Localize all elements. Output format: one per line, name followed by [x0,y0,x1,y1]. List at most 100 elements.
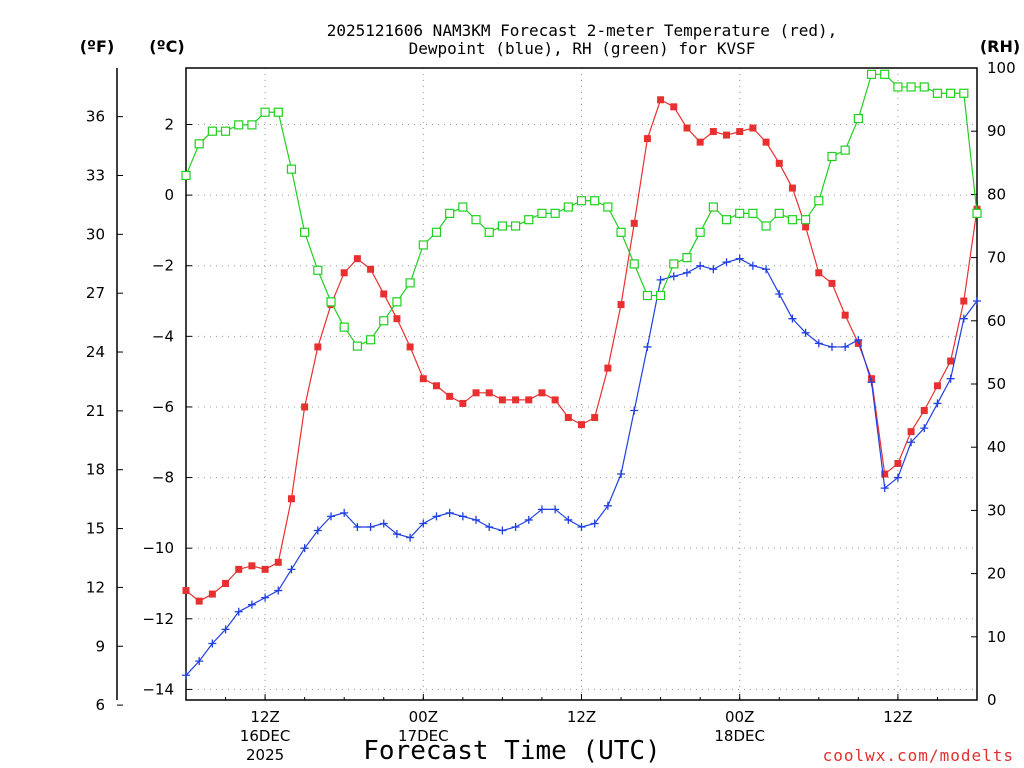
chart-title-line1: 2025121606 NAM3KM Forecast 2-meter Tempe… [327,21,838,40]
rh-point [207,126,217,136]
rh-point [458,202,468,212]
rh-point [300,227,310,237]
rh-point [735,208,745,218]
temperature-point [775,159,783,167]
dewpoint-point [472,515,481,524]
temperature-point [353,255,361,263]
temperature-point [788,184,796,192]
celsius-tick-label: 0 [164,186,174,204]
x-tick-date: 18DEC [714,727,765,745]
dewpoint-point [537,505,546,514]
rh-tick-label: 50 [987,375,1006,393]
temperature-point [643,135,651,143]
fahrenheit-tick-label: 33 [86,166,105,184]
rh-point [524,215,534,225]
rh-point [405,278,415,288]
rh-point [853,113,863,124]
rh-point [946,88,956,98]
fahrenheit-unit-label: (ºF) [80,37,115,56]
rh-point [629,259,639,269]
celsius-tick-label: −4 [152,327,174,345]
x-tick-label: 00Z [725,708,754,726]
celsius-tick-label: −14 [142,680,174,698]
rh-point [616,227,626,237]
fahrenheit-tick-label: 21 [86,402,105,420]
rh-point [286,164,297,174]
rh-tick-label: 30 [987,501,1006,519]
x-tick-label: 12Z [567,708,596,726]
rh-point [695,227,705,237]
rh-point [603,202,613,212]
rh-point [220,126,231,136]
dewpoint-point [340,508,349,517]
dewpoint-point [735,254,744,263]
temperature-point [525,396,533,404]
temperature-point [551,396,559,404]
rh-tick-label: 40 [987,438,1006,456]
dewpoint-point [933,399,942,408]
dewpoint-point [327,512,336,521]
rh-point [774,208,784,218]
rh-tick-label: 100 [987,59,1016,77]
temperature-point [432,382,440,390]
rh-point [484,227,494,237]
rh-point [669,259,679,269]
temperature-point [723,131,731,139]
dewpoint-point [366,522,375,531]
rh-point [748,208,758,218]
dewpoint-point [353,522,362,531]
rh-point [576,196,587,206]
temperature-point [564,414,572,422]
rh-point [194,139,204,149]
temperature-point [907,428,915,436]
axis-ticks: 20−2−4−6−8−10−12−14363330272421181512961… [86,59,1016,764]
temperature-point [841,311,849,319]
rh-point [392,297,402,307]
dewpoint-point [564,515,573,524]
temperature-point [960,297,968,305]
temperature-point [485,389,493,397]
rh-tick-label: 80 [987,185,1006,203]
dewpoint-point [392,530,401,539]
rh-point [471,215,481,225]
rh-point [260,107,270,117]
rh-point [313,265,323,275]
rh-point [682,253,692,263]
temperature-point [881,470,889,478]
fahrenheit-tick-label: 36 [86,108,105,126]
dewpoint-point [959,314,968,323]
dewpoint-point [841,342,850,351]
rh-point [234,120,244,130]
temperature-point [736,128,744,136]
dewpoint-point [379,519,388,528]
temperature-point [578,421,585,429]
dewpoint-point [814,339,823,348]
dewpoint-point [485,522,494,531]
rh-point [563,202,573,212]
rh-point [840,145,850,155]
rh-point [919,82,929,92]
dewpoint-point [775,289,784,298]
temperature-point [287,495,295,503]
fahrenheit-tick-label: 6 [95,696,105,714]
rh-point [379,316,389,326]
temperature-point [630,219,638,227]
dewpoint-point [788,314,797,323]
fahrenheit-tick-label: 30 [86,225,105,243]
fahrenheit-tick-label: 9 [95,637,105,655]
dewpoint-point [682,268,691,277]
temperature-point [894,459,902,467]
rh-point [959,88,969,98]
dewpoint-point [827,342,836,351]
rh-point [537,208,547,218]
rh-point [655,290,666,301]
rh-point [880,69,890,79]
dewpoint-point [300,544,309,553]
dewpoint-point [577,522,586,531]
temperature-point [419,375,427,383]
rh-point [339,322,349,332]
temperature-point [235,565,243,573]
rh-point [550,208,560,218]
dewpoint-point [419,519,428,528]
